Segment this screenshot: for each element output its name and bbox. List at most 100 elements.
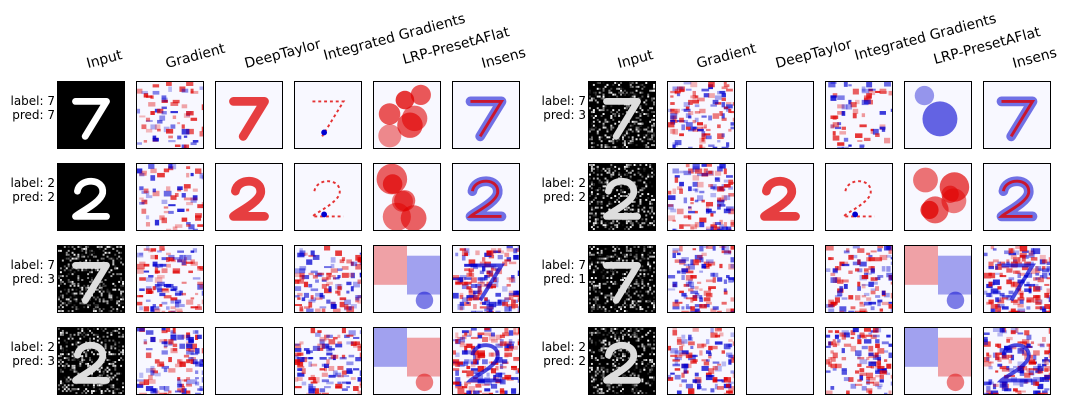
heatmap-cell: [373, 245, 441, 313]
heatmap-cell: [294, 245, 362, 313]
attribution-map: [826, 246, 892, 312]
heatmap-cell: [667, 245, 735, 313]
heatmap-cell: [294, 163, 362, 231]
heatmap-cell: [825, 245, 893, 313]
row-label: label: 2 pred: 2: [526, 340, 586, 368]
attribution-map: [747, 328, 813, 394]
attribution-map: [747, 82, 813, 148]
true-label-text: label: 2: [10, 340, 55, 354]
heatmap-cell: [746, 327, 814, 395]
attribution-map: [216, 164, 282, 230]
digit-image: [58, 246, 124, 312]
column-title: Input: [84, 47, 125, 72]
heatmap-cell: [667, 327, 735, 395]
row-label: label: 7 pred: 3: [0, 258, 55, 286]
attribution-map: [137, 328, 203, 394]
heatmap-cell: [746, 81, 814, 149]
heatmap-cell: [904, 81, 972, 149]
input-image: [588, 81, 656, 149]
attribution-map: [295, 328, 361, 394]
attribution-map: [374, 246, 440, 312]
attribution-map: [216, 246, 282, 312]
heatmap-cell: [373, 81, 441, 149]
digit-image: [589, 164, 655, 230]
heatmap-cell: [452, 327, 520, 395]
attribution-map: [453, 328, 519, 394]
true-label-text: label: 7: [541, 94, 586, 108]
attribution-map: [905, 164, 971, 230]
digit-image: [58, 82, 124, 148]
attribution-map: [295, 82, 361, 148]
digit-image: [589, 246, 655, 312]
attribution-map: [668, 328, 734, 394]
predicted-label-text: pred: 1: [543, 272, 586, 286]
heatmap-cell: [983, 163, 1051, 231]
column-title: DeepTaylor: [242, 36, 323, 72]
row-label: label: 2 pred: 2: [0, 176, 55, 204]
input-image: [588, 163, 656, 231]
attribution-map: [905, 246, 971, 312]
digit-image: [589, 82, 655, 148]
attribution-map: [984, 328, 1050, 394]
digit-image: [58, 328, 124, 394]
heatmap-cell: [215, 245, 283, 313]
attribution-map: [668, 246, 734, 312]
attribution-map: [984, 246, 1050, 312]
input-image: [588, 245, 656, 313]
column-title: Gradient: [163, 40, 227, 72]
heatmap-cell: [825, 81, 893, 149]
row-label: label: 2 pred: 2: [526, 176, 586, 204]
input-image: [57, 81, 125, 149]
heatmap-cell: [373, 163, 441, 231]
row-label: label: 7 pred: 1: [526, 258, 586, 286]
attribution-map: [826, 82, 892, 148]
predicted-label-text: pred: 3: [543, 108, 586, 122]
column-title: Input: [615, 47, 656, 72]
heatmap-cell: [746, 163, 814, 231]
heatmap-cell: [136, 163, 204, 231]
heatmap-cell: [452, 245, 520, 313]
attribution-map: [137, 246, 203, 312]
true-label-text: label: 7: [541, 258, 586, 272]
attribution-map: [374, 164, 440, 230]
heatmap-cell: [746, 245, 814, 313]
heatmap-cell: [136, 245, 204, 313]
predicted-label-text: pred: 2: [12, 190, 55, 204]
attribution-map: [216, 82, 282, 148]
row-label: label: 7 pred: 3: [526, 94, 586, 122]
heatmap-cell: [983, 245, 1051, 313]
attribution-map: [984, 82, 1050, 148]
column-title: Gradient: [694, 40, 758, 72]
attribution-map: [295, 246, 361, 312]
true-label-text: label: 7: [10, 94, 55, 108]
attribution-map: [905, 328, 971, 394]
attribution-map: [374, 328, 440, 394]
attribution-map: [453, 82, 519, 148]
true-label-text: label: 7: [10, 258, 55, 272]
row-label: label: 2 pred: 3: [0, 340, 55, 368]
attribution-map: [137, 164, 203, 230]
heatmap-cell: [983, 81, 1051, 149]
input-image: [57, 245, 125, 313]
attribution-map: [295, 164, 361, 230]
heatmap-cell: [215, 327, 283, 395]
true-label-text: label: 2: [10, 176, 55, 190]
digit-image: [589, 328, 655, 394]
predicted-label-text: pred: 2: [543, 190, 586, 204]
attribution-map: [747, 246, 813, 312]
heatmap-cell: [294, 81, 362, 149]
heatmap-cell: [373, 327, 441, 395]
attribution-map: [453, 246, 519, 312]
true-label-text: label: 2: [541, 176, 586, 190]
predicted-label-text: pred: 2: [543, 354, 586, 368]
input-image: [57, 163, 125, 231]
heatmap-cell: [215, 81, 283, 149]
heatmap-cell: [136, 327, 204, 395]
heatmap-cell: [904, 327, 972, 395]
attribution-map: [453, 164, 519, 230]
column-title: Insens: [479, 44, 528, 72]
column-title: DeepTaylor: [773, 36, 854, 72]
predicted-label-text: pred: 7: [12, 108, 55, 122]
attribution-map: [216, 328, 282, 394]
